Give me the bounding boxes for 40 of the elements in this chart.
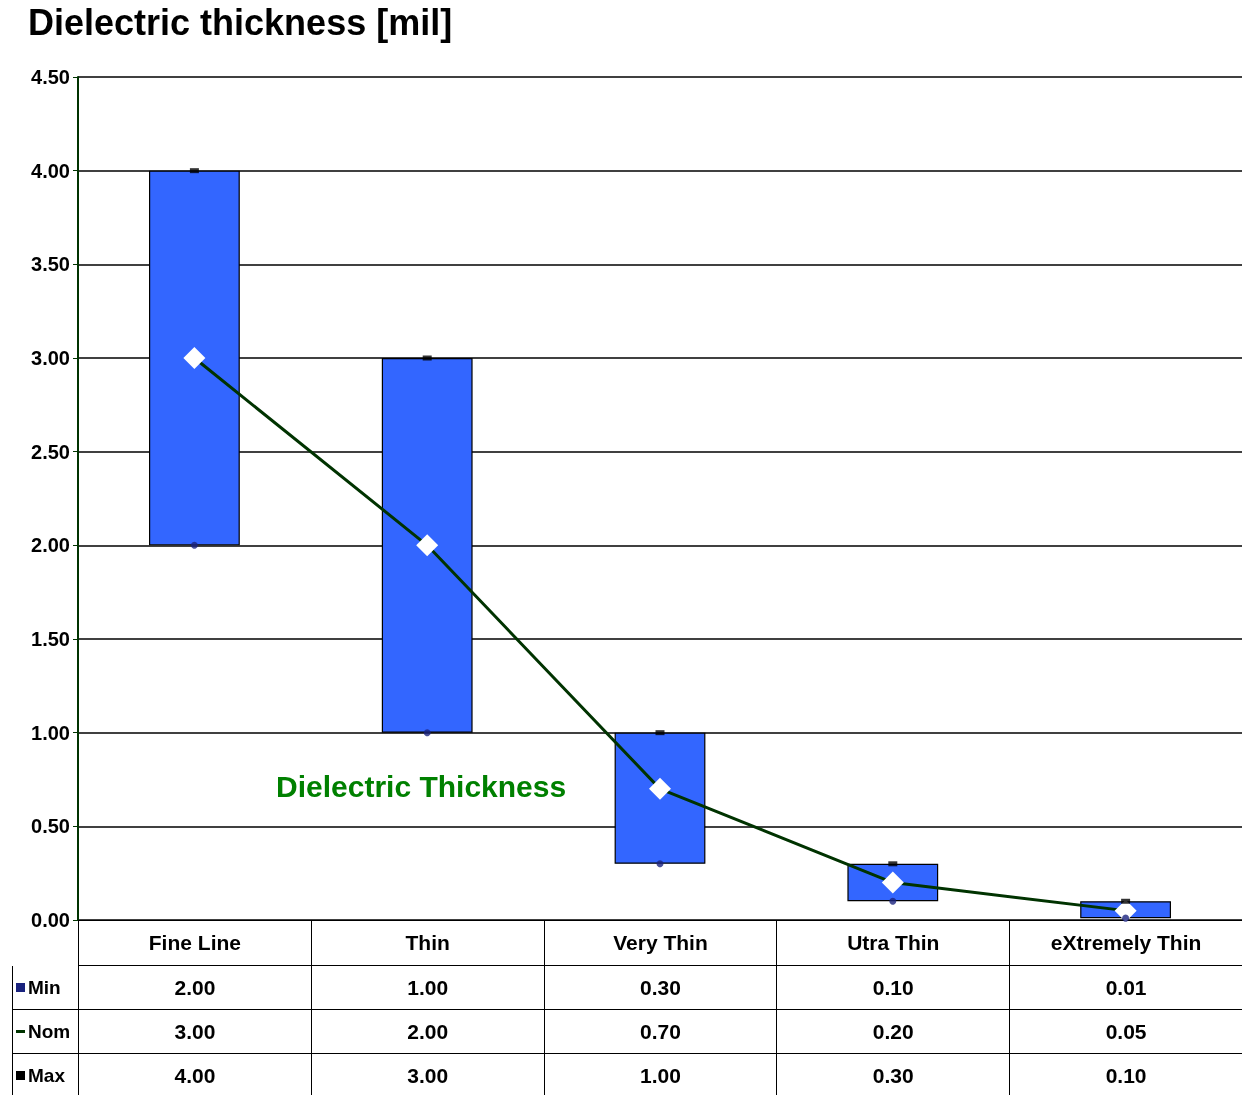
annotation: Dielectric Thickness bbox=[276, 770, 567, 804]
data-label: 0.20 bbox=[776, 1010, 1010, 1054]
data-label: 3.00 bbox=[78, 1010, 311, 1054]
data-label: 1.00 bbox=[310, 966, 544, 1010]
x-tick-label: Fine Line bbox=[78, 920, 311, 966]
y-tick-label: 3.50 bbox=[31, 253, 70, 276]
data-label: 0.30 bbox=[543, 966, 777, 1010]
legend-label: Min bbox=[28, 976, 61, 999]
data-label: 0.10 bbox=[776, 966, 1010, 1010]
data-label: 2.00 bbox=[78, 966, 311, 1010]
data-label: 0.10 bbox=[1009, 1054, 1242, 1095]
data-label: 0.70 bbox=[543, 1010, 777, 1054]
y-tick-label: 2.50 bbox=[31, 440, 70, 463]
data-label: 4.00 bbox=[78, 1054, 311, 1095]
y-tick-label: 3.00 bbox=[31, 347, 70, 369]
point bbox=[423, 729, 431, 737]
x-tick-label: Very Thin bbox=[543, 920, 777, 966]
data-label: 0.05 bbox=[1009, 1010, 1242, 1054]
chart-title: Dielectric thickness [mil] bbox=[28, 2, 453, 44]
point bbox=[1122, 914, 1130, 922]
y-tick-label: 1.00 bbox=[31, 721, 70, 744]
legend-label: Max bbox=[28, 1064, 65, 1087]
y-tick-label: 4.00 bbox=[31, 159, 70, 182]
data-label: 0.01 bbox=[1009, 966, 1242, 1010]
point bbox=[190, 541, 198, 549]
y-tick-label: 1.50 bbox=[31, 628, 70, 650]
x-tick-label: Utra Thin bbox=[776, 920, 1010, 966]
y-tick-label: 0.50 bbox=[31, 815, 70, 838]
y-tick-label: 2.00 bbox=[31, 534, 70, 557]
y-tick-label: 4.50 bbox=[31, 66, 70, 88]
data-label: 0.30 bbox=[776, 1054, 1010, 1095]
data-label: 1.00 bbox=[543, 1054, 777, 1095]
x-tick-label: Thin bbox=[310, 920, 544, 966]
y-tick-label: 0.00 bbox=[31, 909, 70, 931]
x-tick-label: eXtremely Thin bbox=[1009, 920, 1242, 966]
legend-label: Nom bbox=[28, 1020, 71, 1043]
data-label: 2.00 bbox=[310, 1010, 544, 1054]
point bbox=[889, 897, 897, 905]
point bbox=[656, 860, 664, 868]
data-label: 3.00 bbox=[310, 1054, 544, 1095]
